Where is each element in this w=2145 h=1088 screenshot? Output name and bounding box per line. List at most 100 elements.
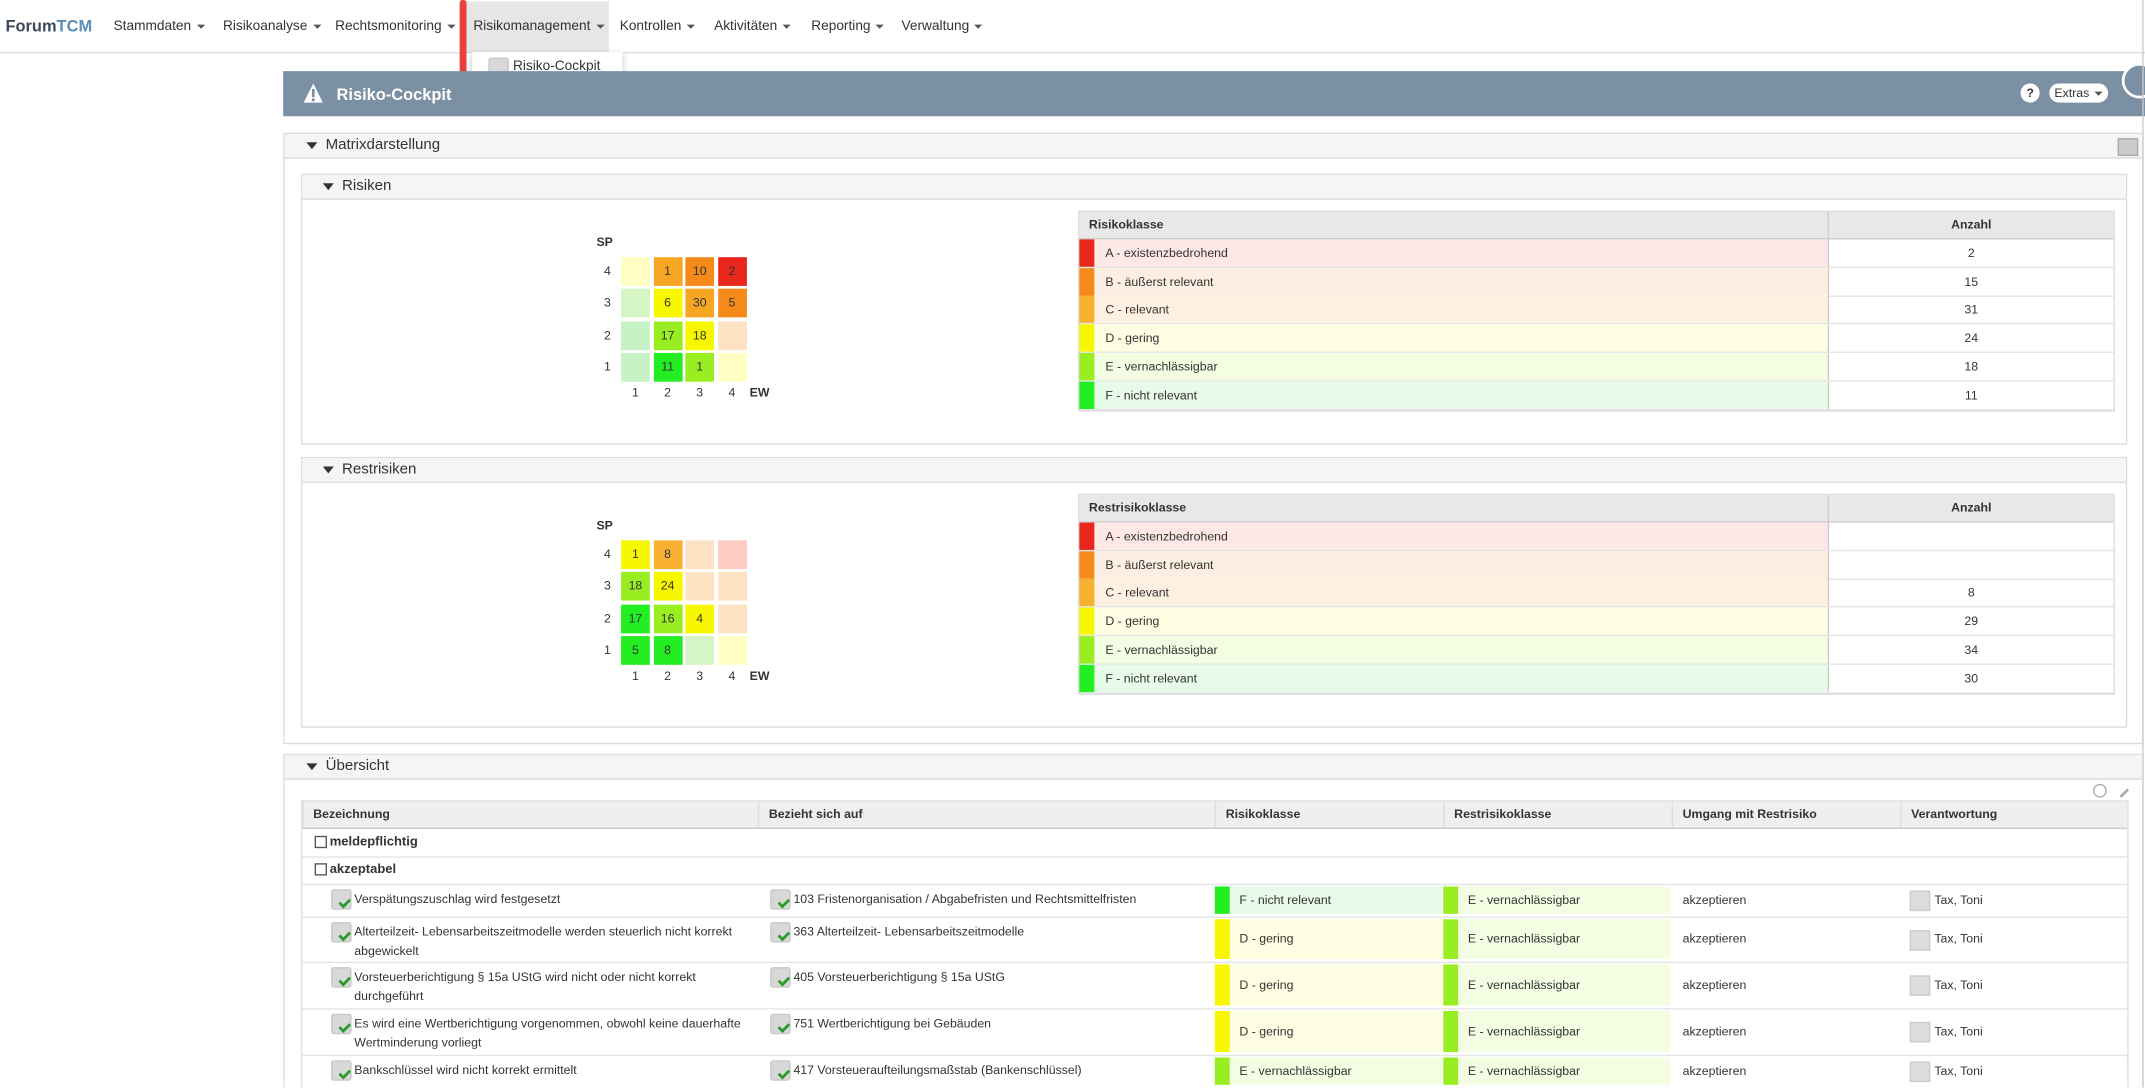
column-header[interactable]: Bezeichnung: [302, 802, 758, 828]
column-header[interactable]: Restrisikoklasse: [1443, 802, 1671, 828]
matrix-cell[interactable]: 16: [653, 604, 682, 633]
column-header[interactable]: Verantwortung: [1900, 802, 2127, 828]
menu-item[interactable]: Stammdaten: [114, 19, 205, 34]
column-header[interactable]: Risikoklasse: [1215, 802, 1443, 828]
group-row[interactable]: akzeptabel: [302, 856, 2127, 885]
class-count: 11: [1828, 381, 2114, 408]
matrix-cell[interactable]: 1: [621, 540, 650, 569]
class-swatch: [1079, 381, 1094, 408]
menu-item[interactable]: Rechtsmonitoring: [335, 19, 455, 34]
matrix-cell[interactable]: 18: [685, 321, 714, 350]
risikoklasse: D - gering: [1230, 919, 1442, 959]
item-icon: [770, 922, 791, 943]
matrix-cell[interactable]: [685, 540, 714, 569]
table-row: E - vernachlässigbar34: [1079, 636, 2113, 665]
table-row: D - gering24: [1079, 324, 2113, 353]
matrix-cell[interactable]: 18: [621, 572, 650, 601]
matrix-section: MatrixdarstellungRisikenSPEW411023630521…: [283, 133, 2143, 744]
matrix-cell[interactable]: 17: [621, 604, 650, 633]
section-header[interactable]: Matrixdarstellung: [285, 134, 2143, 159]
menu-item[interactable]: Kontrollen: [620, 19, 695, 34]
class-swatch: [1079, 324, 1094, 351]
col-label: 2: [653, 669, 682, 683]
matrix-cell[interactable]: [621, 289, 650, 318]
data-row[interactable]: Bankschlüssel wird nicht korrekt ermitte…: [302, 1055, 2127, 1088]
table-row: F - nicht relevant11: [1079, 381, 2113, 410]
help-button[interactable]: ?: [2021, 83, 2040, 102]
matrix-cell[interactable]: 5: [718, 289, 747, 318]
item-icon: [331, 967, 352, 988]
top-nav: ForumTCM Stammdaten Risikoanalyse Rechtsmon…: [0, 0, 2145, 53]
class-swatch: [1079, 579, 1094, 606]
page-header: Risiko-Cockpit?Extras: [283, 71, 2145, 116]
matrix-cell[interactable]: 17: [653, 321, 682, 350]
matrix-cell[interactable]: 8: [653, 540, 682, 569]
menu-item[interactable]: Risikomanagement: [473, 19, 604, 34]
matrix-cell[interactable]: [621, 257, 650, 286]
matrix-cell[interactable]: 4: [685, 604, 714, 633]
matrix-cell[interactable]: [685, 636, 714, 665]
matrix-cell[interactable]: [718, 572, 747, 601]
matrix-cell[interactable]: 8: [653, 636, 682, 665]
matrix-cell[interactable]: [718, 604, 747, 633]
cell-value: 11: [661, 360, 674, 374]
matrix-cell[interactable]: 24: [653, 572, 682, 601]
class-swatch: [1443, 919, 1458, 959]
menu-item[interactable]: Verwaltung: [902, 19, 983, 34]
matrix-cell[interactable]: 1: [653, 257, 682, 286]
group-row[interactable]: meldepflichtig: [302, 829, 2127, 858]
matrix-cell[interactable]: 2: [718, 257, 747, 286]
matrix-cell[interactable]: [621, 321, 650, 350]
layout-icon[interactable]: [2118, 138, 2139, 156]
risikoklasse: F - nicht relevant: [1230, 886, 1442, 913]
row-label: 2: [601, 611, 615, 625]
section-header[interactable]: Übersicht: [285, 755, 2143, 780]
data-row[interactable]: Vorsteuerberichtigung § 15a UStG wird ni…: [302, 962, 2127, 1010]
menu-item[interactable]: Reporting: [811, 19, 884, 34]
search-icon[interactable]: [2093, 784, 2107, 798]
matrix-cell[interactable]: [718, 636, 747, 665]
class-count: 29: [1828, 608, 2114, 635]
brand-text: Forum: [5, 16, 56, 35]
column-header[interactable]: Umgang mit Restrisiko: [1672, 802, 1900, 828]
menu-item[interactable]: Aktivitäten: [714, 19, 791, 34]
verantwortung: Tax, Toni: [1934, 917, 1982, 962]
settings-icon[interactable]: [2112, 781, 2129, 798]
matrix-cell[interactable]: 11: [653, 353, 682, 382]
menu-item[interactable]: Risikoanalyse: [223, 19, 321, 34]
section-title: Risiken: [342, 178, 391, 194]
matrix-cell[interactable]: 5: [621, 636, 650, 665]
table-row: F - nicht relevant30: [1079, 664, 2113, 693]
matrix-cell[interactable]: 10: [685, 257, 714, 286]
data-row[interactable]: Es wird eine Wertberichtigung vorgenomme…: [302, 1008, 2127, 1056]
class-swatch: [1443, 1011, 1458, 1052]
item-icon: [331, 889, 352, 910]
row-label: 3: [601, 579, 615, 593]
cell-value: 1: [696, 360, 703, 374]
extras-button[interactable]: Extras: [2049, 83, 2108, 102]
matrix-cell[interactable]: [718, 321, 747, 350]
matrix-cell[interactable]: [685, 572, 714, 601]
data-row[interactable]: Alterteilzeit- Lebensarbeitszeitmodelle …: [302, 917, 2127, 964]
matrix-cell[interactable]: [718, 540, 747, 569]
section-header[interactable]: Risiken: [302, 175, 2126, 200]
expand-toggle: [315, 836, 327, 848]
verantwortung: Tax, Toni: [1934, 962, 1982, 1009]
class-swatch: [1215, 964, 1230, 1005]
matrix-cell[interactable]: [621, 353, 650, 382]
table-row: D - gering29: [1079, 608, 2113, 637]
matrix-cell[interactable]: [718, 353, 747, 382]
brand[interactable]: ForumTCM: [5, 16, 92, 35]
item-icon: [770, 967, 791, 988]
col-label: 3: [685, 669, 714, 683]
cell-value: 5: [632, 643, 639, 657]
matrix-cell[interactable]: 1: [685, 353, 714, 382]
overview-table: BezeichnungBezieht sich aufRisikoklasseR…: [301, 800, 2129, 1087]
matrix-cell[interactable]: 30: [685, 289, 714, 318]
section-header[interactable]: Restrisiken: [302, 458, 2126, 483]
avatar-icon: [1910, 930, 1931, 951]
bezeichnung: Bankschlüssel wird nicht korrekt ermitte…: [354, 1060, 751, 1079]
matrix-cell[interactable]: 6: [653, 289, 682, 318]
data-row[interactable]: Verspätungszuschlag wird festgesetzt103 …: [302, 884, 2127, 918]
column-header[interactable]: Bezieht sich auf: [758, 802, 1215, 828]
